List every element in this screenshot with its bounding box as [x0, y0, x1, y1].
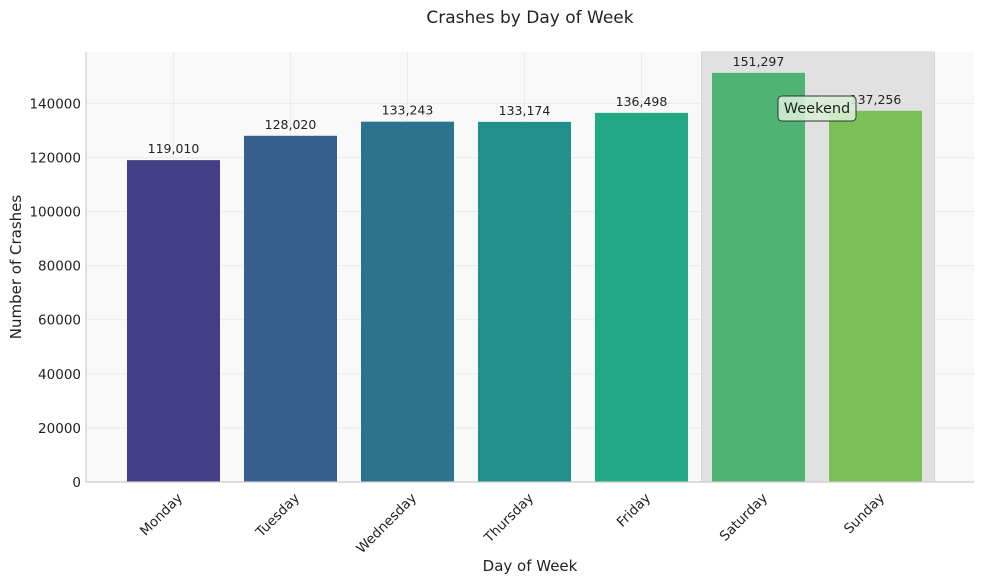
- y-tick-label: 0: [72, 475, 81, 491]
- x-tick-label: Saturday: [717, 490, 771, 544]
- y-tick-label: 140000: [29, 96, 81, 112]
- x-tick-label: Tuesday: [252, 490, 303, 541]
- y-tick-label: 60000: [38, 313, 81, 329]
- bar-saturday: [712, 72, 805, 482]
- x-axis-label: Day of Week: [483, 557, 578, 575]
- y-tick-label: 40000: [38, 367, 81, 383]
- data-label-thursday: 133,174: [499, 103, 551, 118]
- x-tick-label: Friday: [614, 490, 654, 530]
- bar-tuesday: [244, 135, 337, 482]
- y-tick-label: 100000: [29, 205, 81, 221]
- bars: [127, 72, 922, 483]
- y-axis-label: Number of Crashes: [7, 195, 25, 340]
- annotations: Weekend: [777, 95, 857, 122]
- y-tick-label: 80000: [38, 259, 81, 275]
- data-label-friday: 136,498: [616, 94, 668, 109]
- x-tick-label: Thursday: [481, 490, 537, 546]
- data-label-wednesday: 133,243: [382, 103, 434, 118]
- weekend-annotation-text: Weekend: [784, 101, 851, 117]
- bar-thursday: [478, 121, 571, 482]
- bar-friday: [595, 112, 688, 482]
- y-tick-label: 20000: [38, 421, 81, 437]
- x-tick-label: Monday: [137, 490, 186, 539]
- axes: [85, 52, 974, 483]
- x-tick-label: Sunday: [841, 490, 888, 537]
- bar-sunday: [829, 110, 922, 482]
- data-labels: 119,010 128,020 133,243 133,174 136,498 151,2…: [148, 54, 902, 156]
- x-tick-labels: Monday Tuesday Wednesday Thursday Friday Satu…: [137, 490, 888, 557]
- weekend-annotation-box: [777, 95, 857, 122]
- y-tick-labels: 0 20000 40000 60000 80000 100000 120000 140000: [29, 96, 81, 491]
- bar-wednesday: [361, 121, 454, 483]
- chart-title: Crashes by Day of Week: [426, 8, 633, 28]
- data-label-sunday: 137,256: [850, 92, 902, 107]
- data-label-saturday: 151,297: [733, 54, 785, 69]
- y-tick-label: 120000: [29, 150, 81, 166]
- data-label-tuesday: 128,020: [265, 117, 317, 132]
- x-tick-label: Wednesday: [353, 490, 420, 557]
- bar-monday: [127, 160, 220, 483]
- data-label-monday: 119,010: [148, 141, 200, 156]
